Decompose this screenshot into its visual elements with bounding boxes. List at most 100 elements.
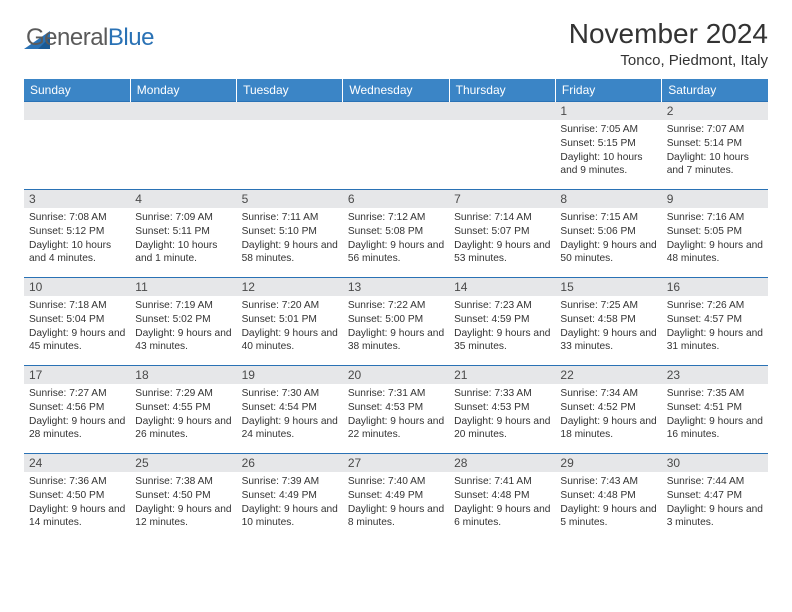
sunset-text: Sunset: 5:10 PM [242, 225, 338, 239]
logo: GeneralBlue [24, 18, 154, 52]
daylight-text: Daylight: 9 hours and 12 minutes. [135, 503, 231, 531]
sunrise-text: Sunrise: 7:30 AM [242, 387, 338, 401]
cell-body: Sunrise: 7:34 AMSunset: 4:52 PMDaylight:… [555, 384, 661, 446]
day-number: 27 [343, 454, 449, 472]
day-number [24, 102, 130, 120]
sunrise-text: Sunrise: 7:38 AM [135, 475, 231, 489]
cell-body: Sunrise: 7:33 AMSunset: 4:53 PMDaylight:… [449, 384, 555, 446]
sunset-text: Sunset: 5:05 PM [667, 225, 763, 239]
sunset-text: Sunset: 5:00 PM [348, 313, 444, 327]
calendar-cell: 10Sunrise: 7:18 AMSunset: 5:04 PMDayligh… [24, 278, 130, 366]
calendar-cell: 2Sunrise: 7:07 AMSunset: 5:14 PMDaylight… [662, 102, 768, 190]
calendar-cell: 13Sunrise: 7:22 AMSunset: 5:00 PMDayligh… [343, 278, 449, 366]
sunset-text: Sunset: 5:01 PM [242, 313, 338, 327]
day-number: 3 [24, 190, 130, 208]
cell-body: Sunrise: 7:05 AMSunset: 5:15 PMDaylight:… [555, 120, 661, 182]
daylight-text: Daylight: 9 hours and 31 minutes. [667, 327, 763, 355]
daylight-text: Daylight: 9 hours and 8 minutes. [348, 503, 444, 531]
sunset-text: Sunset: 4:56 PM [29, 401, 125, 415]
sunset-text: Sunset: 4:51 PM [667, 401, 763, 415]
sunrise-text: Sunrise: 7:43 AM [560, 475, 656, 489]
cell-body: Sunrise: 7:41 AMSunset: 4:48 PMDaylight:… [449, 472, 555, 534]
calendar-cell: 29Sunrise: 7:43 AMSunset: 4:48 PMDayligh… [555, 454, 661, 542]
sunset-text: Sunset: 4:49 PM [242, 489, 338, 503]
daylight-text: Daylight: 9 hours and 53 minutes. [454, 239, 550, 267]
daylight-text: Daylight: 9 hours and 38 minutes. [348, 327, 444, 355]
calendar-row: 17Sunrise: 7:27 AMSunset: 4:56 PMDayligh… [24, 366, 768, 454]
calendar-cell: 22Sunrise: 7:34 AMSunset: 4:52 PMDayligh… [555, 366, 661, 454]
sunset-text: Sunset: 4:48 PM [560, 489, 656, 503]
sunrise-text: Sunrise: 7:33 AM [454, 387, 550, 401]
calendar-cell [343, 102, 449, 190]
sunset-text: Sunset: 4:57 PM [667, 313, 763, 327]
sunset-text: Sunset: 5:02 PM [135, 313, 231, 327]
sunset-text: Sunset: 4:54 PM [242, 401, 338, 415]
cell-body: Sunrise: 7:44 AMSunset: 4:47 PMDaylight:… [662, 472, 768, 534]
sunrise-text: Sunrise: 7:26 AM [667, 299, 763, 313]
day-number: 9 [662, 190, 768, 208]
daylight-text: Daylight: 10 hours and 1 minute. [135, 239, 231, 267]
cell-body: Sunrise: 7:09 AMSunset: 5:11 PMDaylight:… [130, 208, 236, 270]
day-number: 8 [555, 190, 661, 208]
sunrise-text: Sunrise: 7:25 AM [560, 299, 656, 313]
cell-body: Sunrise: 7:25 AMSunset: 4:58 PMDaylight:… [555, 296, 661, 358]
weekday-monday: Monday [130, 79, 236, 102]
sunrise-text: Sunrise: 7:09 AM [135, 211, 231, 225]
sunrise-text: Sunrise: 7:41 AM [454, 475, 550, 489]
sunset-text: Sunset: 5:15 PM [560, 137, 656, 151]
sunrise-text: Sunrise: 7:12 AM [348, 211, 444, 225]
cell-body: Sunrise: 7:12 AMSunset: 5:08 PMDaylight:… [343, 208, 449, 270]
day-number: 1 [555, 102, 661, 120]
cell-body: Sunrise: 7:43 AMSunset: 4:48 PMDaylight:… [555, 472, 661, 534]
cell-body: Sunrise: 7:20 AMSunset: 5:01 PMDaylight:… [237, 296, 343, 358]
weekday-thursday: Thursday [449, 79, 555, 102]
daylight-text: Daylight: 10 hours and 9 minutes. [560, 151, 656, 179]
sunset-text: Sunset: 4:49 PM [348, 489, 444, 503]
day-number: 24 [24, 454, 130, 472]
calendar-cell: 26Sunrise: 7:39 AMSunset: 4:49 PMDayligh… [237, 454, 343, 542]
sunset-text: Sunset: 4:50 PM [135, 489, 231, 503]
calendar-cell: 28Sunrise: 7:41 AMSunset: 4:48 PMDayligh… [449, 454, 555, 542]
calendar-cell: 15Sunrise: 7:25 AMSunset: 4:58 PMDayligh… [555, 278, 661, 366]
day-number [449, 102, 555, 120]
daylight-text: Daylight: 10 hours and 7 minutes. [667, 151, 763, 179]
sunrise-text: Sunrise: 7:20 AM [242, 299, 338, 313]
logo-text-2: Blue [108, 24, 154, 52]
sunrise-text: Sunrise: 7:19 AM [135, 299, 231, 313]
calendar-cell: 17Sunrise: 7:27 AMSunset: 4:56 PMDayligh… [24, 366, 130, 454]
calendar-cell: 27Sunrise: 7:40 AMSunset: 4:49 PMDayligh… [343, 454, 449, 542]
day-number: 4 [130, 190, 236, 208]
calendar-cell: 20Sunrise: 7:31 AMSunset: 4:53 PMDayligh… [343, 366, 449, 454]
calendar-cell: 1Sunrise: 7:05 AMSunset: 5:15 PMDaylight… [555, 102, 661, 190]
cell-body: Sunrise: 7:26 AMSunset: 4:57 PMDaylight:… [662, 296, 768, 358]
daylight-text: Daylight: 9 hours and 56 minutes. [348, 239, 444, 267]
day-number: 18 [130, 366, 236, 384]
daylight-text: Daylight: 9 hours and 58 minutes. [242, 239, 338, 267]
daylight-text: Daylight: 9 hours and 3 minutes. [667, 503, 763, 531]
calendar-row: 24Sunrise: 7:36 AMSunset: 4:50 PMDayligh… [24, 454, 768, 542]
day-number: 22 [555, 366, 661, 384]
daylight-text: Daylight: 9 hours and 6 minutes. [454, 503, 550, 531]
sunset-text: Sunset: 4:55 PM [135, 401, 231, 415]
logo-text-1: General [26, 24, 108, 52]
sunrise-text: Sunrise: 7:36 AM [29, 475, 125, 489]
sunrise-text: Sunrise: 7:08 AM [29, 211, 125, 225]
sunrise-text: Sunrise: 7:39 AM [242, 475, 338, 489]
calendar-cell: 8Sunrise: 7:15 AMSunset: 5:06 PMDaylight… [555, 190, 661, 278]
daylight-text: Daylight: 9 hours and 33 minutes. [560, 327, 656, 355]
sunset-text: Sunset: 5:14 PM [667, 137, 763, 151]
sunset-text: Sunset: 5:11 PM [135, 225, 231, 239]
day-number: 2 [662, 102, 768, 120]
daylight-text: Daylight: 9 hours and 45 minutes. [29, 327, 125, 355]
day-number: 12 [237, 278, 343, 296]
calendar-cell [237, 102, 343, 190]
daylight-text: Daylight: 9 hours and 24 minutes. [242, 415, 338, 443]
sunrise-text: Sunrise: 7:23 AM [454, 299, 550, 313]
daylight-text: Daylight: 9 hours and 26 minutes. [135, 415, 231, 443]
sunset-text: Sunset: 4:59 PM [454, 313, 550, 327]
sunrise-text: Sunrise: 7:14 AM [454, 211, 550, 225]
calendar-table: Sunday Monday Tuesday Wednesday Thursday… [24, 79, 768, 542]
sunset-text: Sunset: 4:58 PM [560, 313, 656, 327]
cell-body: Sunrise: 7:19 AMSunset: 5:02 PMDaylight:… [130, 296, 236, 358]
sunrise-text: Sunrise: 7:31 AM [348, 387, 444, 401]
